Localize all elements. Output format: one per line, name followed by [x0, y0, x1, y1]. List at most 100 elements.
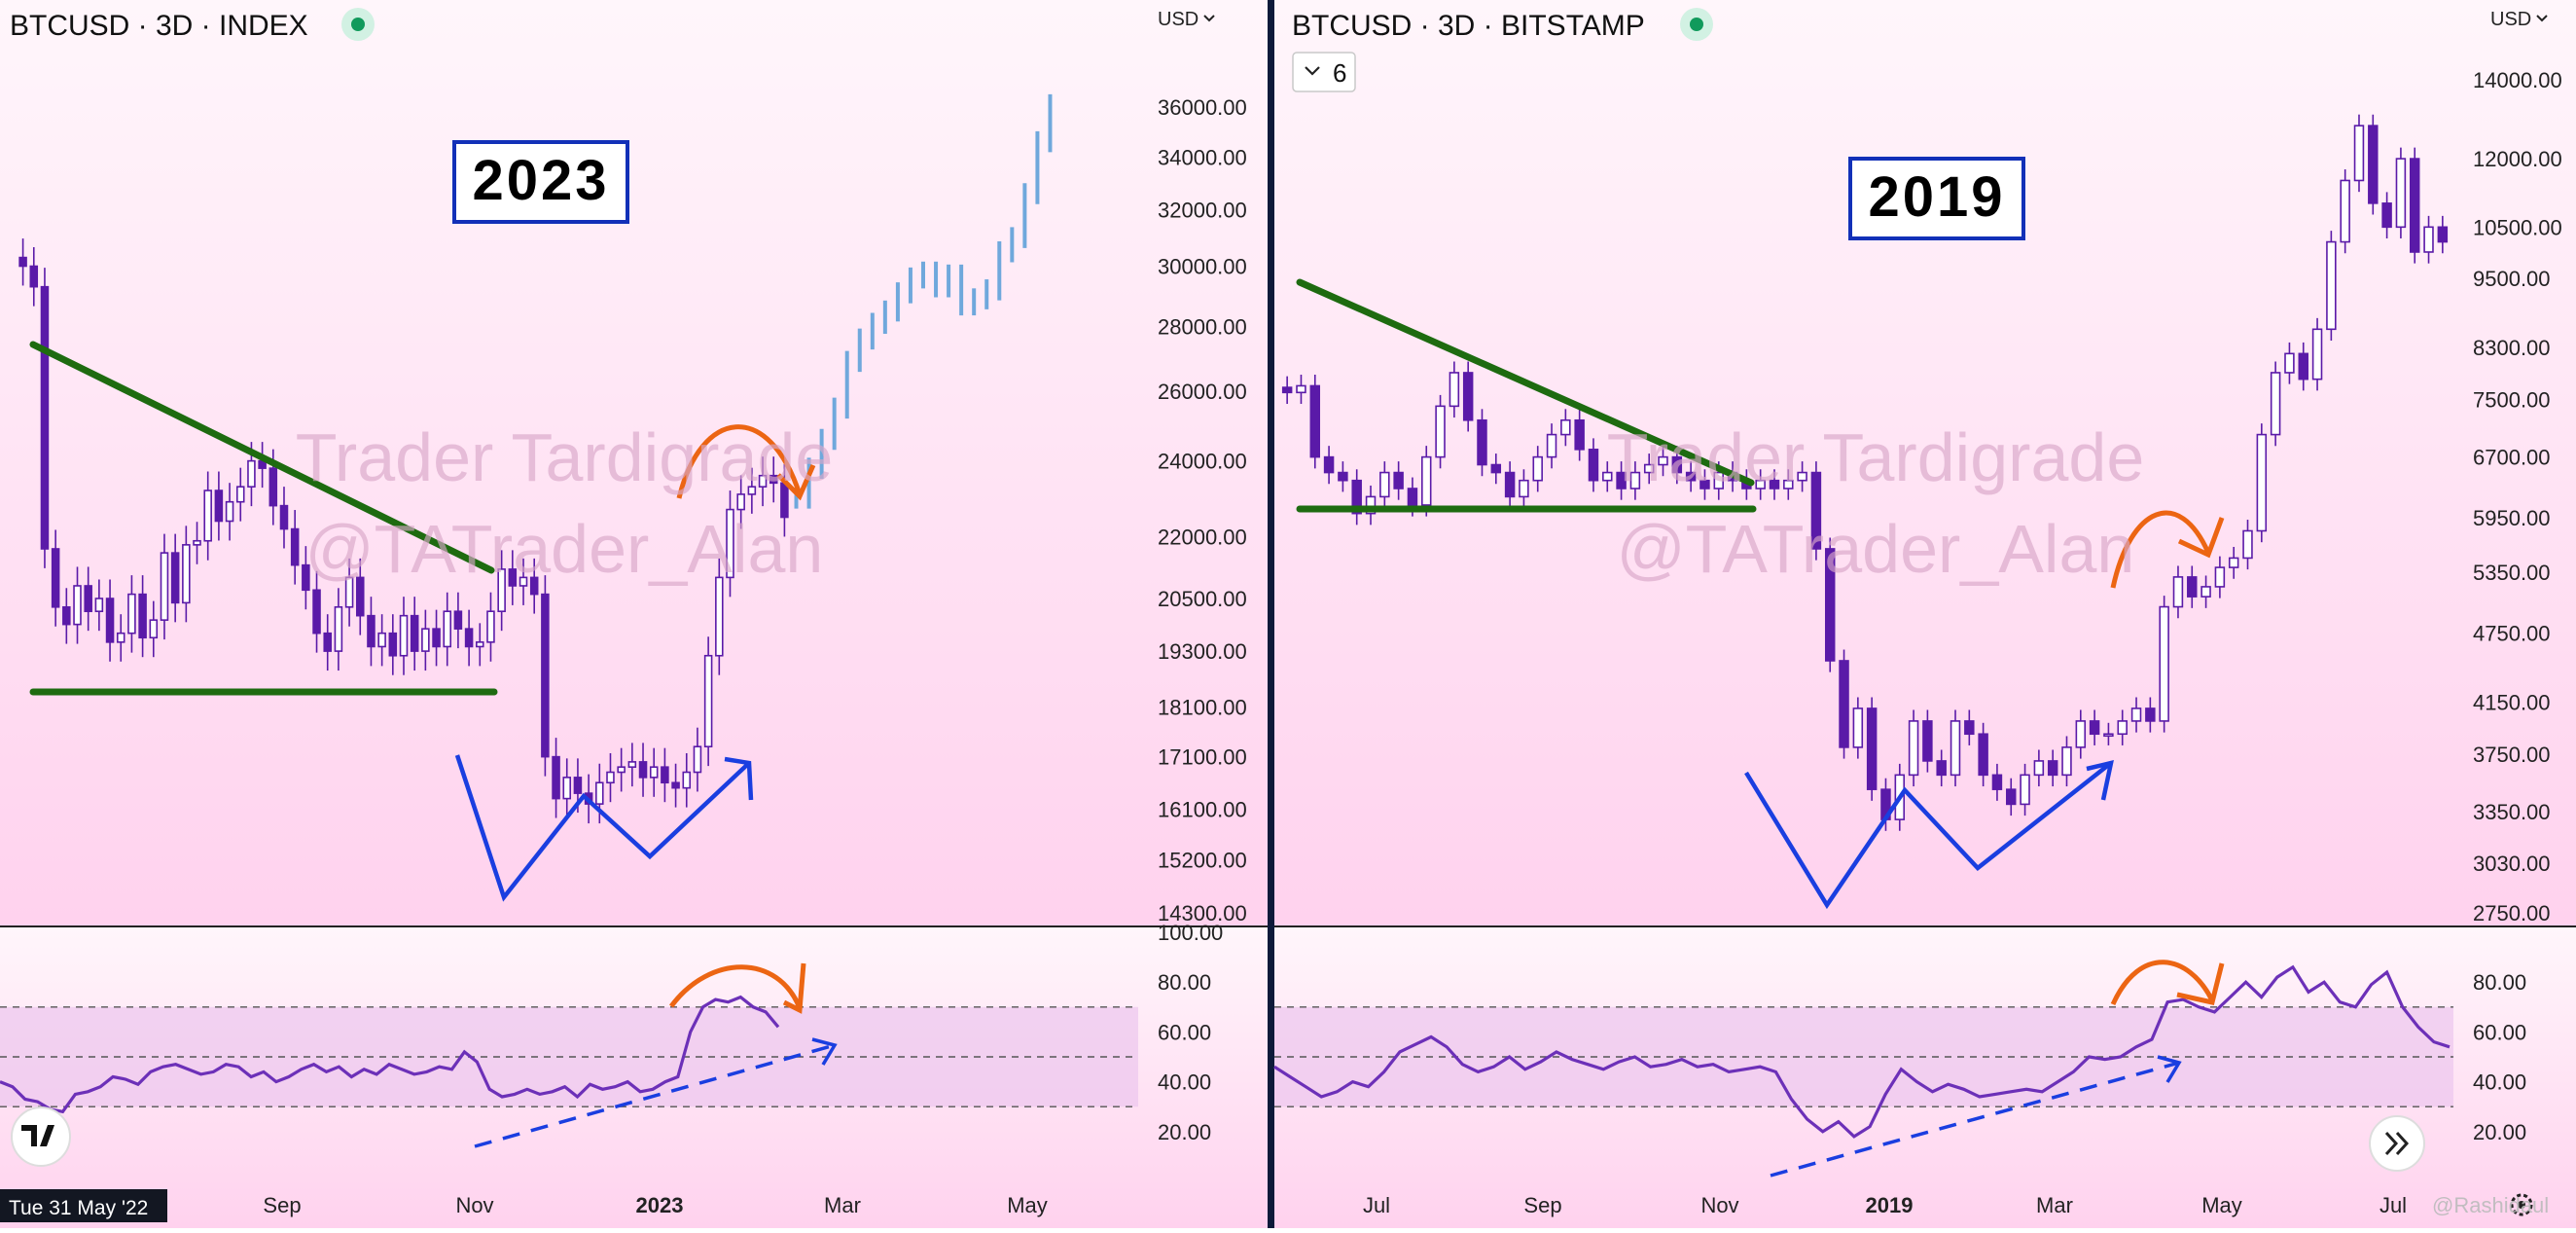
price-candle: [693, 727, 702, 792]
price-candle: [2089, 709, 2100, 745]
rsi-trend-arrowhead: [2157, 1055, 2182, 1083]
candle-body: [595, 781, 604, 805]
gear-icon[interactable]: [2510, 1193, 2533, 1216]
candle-body: [2214, 566, 2226, 588]
candle-body: [2311, 328, 2323, 381]
price-candle: [127, 575, 136, 653]
candle-body: [573, 777, 583, 794]
candle-body: [2200, 586, 2211, 598]
candle-body: [193, 539, 201, 546]
candle-body: [2159, 605, 2169, 722]
price-candle: [2353, 114, 2365, 193]
price-candle: [2326, 231, 2337, 342]
candle-body: [421, 628, 430, 652]
candle-body: [214, 490, 224, 523]
price-candle: [562, 758, 572, 818]
price-candle: [2117, 709, 2128, 745]
candle-body: [1421, 455, 1432, 506]
rsi-orange-arrowhead: [782, 962, 806, 1014]
currency-selector[interactable]: USD: [2490, 9, 2531, 30]
candle-body: [1477, 418, 1487, 466]
w-pattern-arrowhead: [724, 756, 754, 801]
candle-body: [552, 755, 560, 800]
candle-body: [736, 493, 745, 511]
price-candle: [1950, 709, 1961, 787]
tradingview-logo[interactable]: [11, 1106, 71, 1167]
candle-body: [1560, 418, 1571, 436]
candle-body: [638, 761, 648, 779]
price-candle: [2006, 778, 2017, 816]
candle-body: [1532, 455, 1543, 482]
candle-body: [1852, 707, 1864, 748]
candle-body: [268, 467, 278, 507]
price-candle: [508, 550, 518, 605]
candle-body: [2020, 774, 2030, 806]
candle-body: [2172, 576, 2184, 608]
year-annotation-label: 2019: [1868, 165, 2005, 229]
price-tick-label: 6700.00: [2473, 446, 2551, 470]
rsi-line: [1273, 964, 2451, 1139]
price-candle: [1588, 438, 1599, 492]
time-tick-label: 2023: [636, 1193, 684, 1217]
price-candle: [40, 268, 50, 568]
price-candle: [2437, 215, 2449, 254]
year-annotation-box: [1848, 157, 2025, 240]
price-candle: [1519, 469, 1529, 509]
price-candle: [1769, 469, 1780, 500]
price-candle: [1908, 709, 1919, 787]
candle-body: [1602, 471, 1613, 482]
price-candle: [1866, 697, 1878, 801]
price-candle: [1365, 485, 1377, 526]
candle-body: [453, 610, 463, 630]
currency-chevron-down-icon: [2536, 15, 2548, 22]
price-candle: [1755, 469, 1766, 500]
price-candle: [2103, 722, 2114, 745]
price-tick-label: 10500.00: [2473, 215, 2562, 239]
price-candle: [160, 533, 169, 640]
candle-body: [715, 576, 724, 657]
candle-body: [1658, 455, 1668, 466]
candle-body: [2103, 733, 2114, 738]
price-candle: [367, 597, 376, 667]
price-tick-label: 3350.00: [2473, 800, 2551, 824]
price-tick-label: 22000.00: [1158, 526, 1247, 550]
candle-body: [2145, 707, 2156, 722]
candle-body: [388, 632, 398, 657]
candle-body: [323, 632, 332, 652]
candle-body: [410, 614, 419, 652]
candle-body: [2089, 720, 2100, 736]
candle-body: [682, 771, 692, 789]
candle-body: [562, 777, 572, 800]
price-candle: [2298, 342, 2308, 391]
candle-body: [235, 486, 245, 503]
candle-body: [1462, 372, 1474, 421]
price-candle: [1839, 649, 1849, 759]
price-candle: [51, 529, 60, 627]
price-candle: [1810, 461, 1822, 561]
price-tick-label: 15200.00: [1158, 848, 1247, 872]
price-candle: [1574, 409, 1585, 461]
candle-body: [356, 576, 365, 617]
candle-body: [1783, 479, 1794, 490]
price-candle: [1435, 394, 1446, 469]
w-pattern-arrowhead: [2086, 759, 2114, 801]
price-candle: [2423, 215, 2434, 264]
price-tick-label: 5350.00: [2473, 561, 2551, 585]
price-candle: [1978, 722, 1988, 787]
price-candle: [1379, 461, 1390, 509]
candle-body: [726, 508, 734, 579]
indicator-toggle-button[interactable]: [1292, 52, 1356, 92]
watermark-line2: @TATrader_Alan: [1617, 511, 2135, 587]
candle-body: [94, 598, 104, 613]
price-tick-label: 32000.00: [1158, 199, 1247, 223]
candle-body: [1713, 471, 1724, 490]
candle-body: [1643, 463, 1655, 474]
candle-body: [2047, 760, 2058, 777]
candle-body: [344, 576, 354, 608]
candle-body: [1810, 471, 1822, 550]
price-candle: [2214, 556, 2226, 598]
candle-body: [1671, 455, 1683, 474]
currency-selector[interactable]: USD: [1158, 9, 1199, 30]
price-candle: [214, 471, 224, 541]
